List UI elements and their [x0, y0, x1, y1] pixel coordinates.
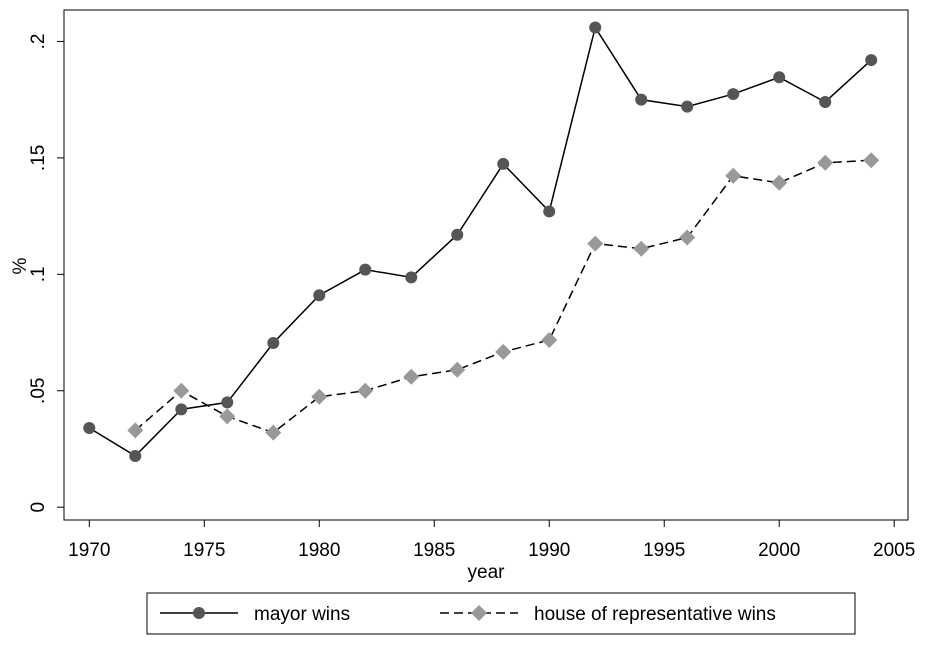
data-point	[359, 263, 372, 276]
x-tick-label: 2000	[758, 540, 800, 561]
y-tick-label: 0	[28, 502, 49, 513]
data-point	[403, 368, 420, 385]
data-point	[863, 152, 880, 169]
data-point	[311, 388, 328, 405]
data-point	[83, 422, 96, 435]
data-point	[451, 228, 464, 241]
legend-label: mayor wins	[254, 604, 350, 625]
x-tick-label: 1975	[183, 540, 225, 561]
x-tick-label: 1990	[528, 540, 570, 561]
legend-label: house of representative wins	[534, 604, 776, 625]
x-tick-label: 2005	[873, 540, 915, 561]
data-point	[313, 289, 326, 302]
data-point	[405, 271, 418, 284]
series-line	[88, 25, 872, 457]
data-point	[725, 167, 742, 184]
data-point	[127, 422, 144, 439]
data-point	[219, 408, 236, 425]
data-point	[587, 235, 604, 252]
data-point	[635, 93, 648, 106]
data-point	[681, 100, 694, 113]
data-point	[817, 154, 834, 171]
data-point	[589, 21, 602, 34]
data-point	[773, 71, 786, 84]
data-point	[449, 361, 466, 378]
x-tick-label: 1970	[68, 540, 110, 561]
y-tick-label: .05	[28, 378, 49, 404]
legend-marker	[471, 605, 487, 621]
x-axis-label: year	[468, 562, 506, 583]
data-point	[265, 424, 282, 441]
data-point	[221, 396, 234, 409]
data-point	[633, 240, 650, 257]
x-tick-label: 1995	[643, 540, 685, 561]
x-tick-label: 1985	[413, 540, 455, 561]
data-point	[679, 229, 696, 246]
data-point	[267, 337, 280, 350]
data-point	[175, 403, 188, 416]
data-point	[543, 205, 556, 218]
data-point	[771, 174, 788, 191]
y-axis-label: %	[10, 257, 31, 274]
data-point	[173, 382, 190, 399]
data-point	[865, 54, 878, 67]
y-tick-label: .15	[28, 145, 49, 171]
data-point	[129, 449, 142, 462]
x-tick-label: 1980	[298, 540, 340, 561]
y-tick-label: .2	[28, 34, 49, 50]
data-point	[819, 95, 832, 108]
data-point	[357, 382, 374, 399]
data-point	[727, 88, 740, 101]
y-tick-label: .1	[28, 266, 49, 282]
series-line	[134, 159, 872, 434]
legend-marker	[193, 607, 205, 619]
data-point	[541, 331, 558, 348]
data-point	[497, 157, 510, 170]
plot-frame	[63, 9, 909, 521]
data-point	[495, 343, 512, 360]
